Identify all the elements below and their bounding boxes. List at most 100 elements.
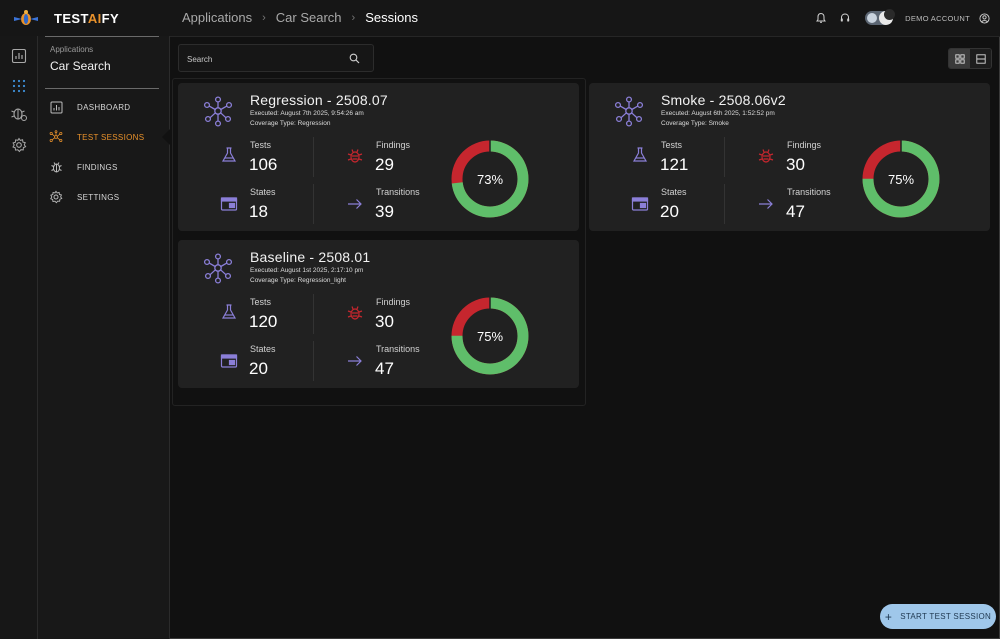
session-card[interactable]: Baseline - 2508.01 Executed: August 1st 2… bbox=[178, 240, 579, 388]
session-coverage: Coverage Type: Regression_light bbox=[250, 277, 346, 284]
session-card[interactable]: Smoke - 2508.06v2 Executed: August 6th 20… bbox=[589, 83, 990, 231]
start-test-session-button[interactable]: + START TEST SESSION bbox=[880, 604, 996, 629]
breadcrumb: Applications › Car Search › Sessions bbox=[182, 10, 418, 25]
sidebar: Applications Car Search DASHBOARD TEST S… bbox=[38, 36, 170, 639]
flask-icon bbox=[220, 146, 238, 164]
user-icon[interactable] bbox=[976, 10, 992, 26]
findings-value[interactable]: 29 bbox=[375, 155, 394, 174]
states-value: 18 bbox=[249, 202, 268, 221]
divider bbox=[313, 137, 314, 177]
plus-icon: + bbox=[884, 609, 893, 624]
findings-value[interactable]: 30 bbox=[786, 155, 805, 174]
transitions-label: Transitions bbox=[376, 187, 420, 197]
chevron-right-icon: › bbox=[351, 11, 356, 24]
divider bbox=[313, 184, 314, 224]
toggle-knob bbox=[867, 13, 878, 23]
sidebar-item-test-sessions[interactable]: TEST SESSIONS bbox=[38, 124, 170, 150]
rail-gear-icon[interactable] bbox=[9, 135, 29, 155]
divider bbox=[724, 184, 725, 224]
search-icon[interactable] bbox=[349, 53, 360, 64]
divider bbox=[45, 36, 159, 37]
coverage-donut bbox=[861, 139, 941, 219]
start-test-session-label: START TEST SESSION bbox=[900, 612, 992, 621]
bug-icon bbox=[346, 304, 364, 322]
header-actions: DEMO ACCOUNT bbox=[813, 8, 1000, 28]
account-label[interactable]: DEMO ACCOUNT bbox=[905, 13, 970, 23]
transitions-label: Transitions bbox=[376, 344, 420, 354]
sidebar-item-label: TEST SESSIONS bbox=[77, 132, 145, 142]
tests-value: 120 bbox=[249, 312, 278, 331]
arrow-right-icon bbox=[346, 195, 364, 213]
flask-icon bbox=[631, 146, 649, 164]
session-hub-icon bbox=[202, 252, 234, 284]
headset-icon[interactable] bbox=[837, 10, 853, 26]
sidebar-item-findings[interactable]: FINDINGS bbox=[38, 154, 169, 180]
active-indicator bbox=[162, 129, 170, 145]
sidebar-app-name[interactable]: Car Search bbox=[50, 59, 111, 73]
session-title[interactable]: Baseline - 2508.01 bbox=[250, 249, 371, 265]
sidebar-item-label: FINDINGS bbox=[77, 162, 118, 172]
rail-apps-grid-icon[interactable] bbox=[9, 76, 29, 96]
search-input[interactable] bbox=[185, 51, 339, 67]
logo-icon bbox=[14, 10, 38, 25]
tests-label: Tests bbox=[250, 297, 272, 307]
tests-value: 106 bbox=[249, 155, 278, 174]
sidebar-item-label: SETTINGS bbox=[77, 192, 120, 202]
findings-label: Findings bbox=[376, 297, 411, 307]
session-coverage: Coverage Type: Regression bbox=[250, 120, 331, 127]
divider bbox=[724, 137, 725, 177]
coverage-donut bbox=[450, 139, 530, 219]
chevron-right-icon: › bbox=[262, 11, 266, 24]
states-label: States bbox=[661, 187, 687, 197]
sidebar-app-label: Applications bbox=[50, 45, 94, 54]
moon-icon bbox=[879, 9, 896, 25]
session-card[interactable]: Regression - 2508.07 Executed: August 7th… bbox=[178, 83, 579, 231]
states-icon bbox=[220, 195, 238, 213]
session-executed: Executed: August 1st 2025, 2:17:10 pm bbox=[250, 267, 364, 274]
states-value: 20 bbox=[660, 202, 679, 221]
coverage-donut bbox=[450, 296, 530, 376]
icon-rail bbox=[0, 36, 38, 639]
breadcrumb-applications[interactable]: Applications bbox=[182, 10, 253, 25]
tests-label: Tests bbox=[250, 140, 272, 150]
states-value: 20 bbox=[249, 359, 268, 378]
transitions-value: 47 bbox=[375, 359, 394, 378]
logo[interactable]: TESTAIFY bbox=[12, 8, 119, 28]
session-hub-icon bbox=[613, 95, 645, 127]
findings-label: Findings bbox=[376, 140, 411, 150]
breadcrumb-sessions: Sessions bbox=[365, 10, 418, 25]
logo-text: TESTAIFY bbox=[54, 10, 120, 26]
session-executed: Executed: August 7th 2025, 9:54:26 am bbox=[250, 110, 364, 117]
bell-icon[interactable] bbox=[813, 10, 829, 26]
grid-view-icon[interactable] bbox=[949, 49, 970, 68]
divider bbox=[313, 341, 314, 381]
tests-value: 121 bbox=[660, 155, 689, 174]
rail-bug-settings-icon[interactable] bbox=[9, 104, 29, 124]
divider bbox=[45, 88, 159, 89]
flask-icon bbox=[220, 303, 238, 321]
session-title[interactable]: Regression - 2508.07 bbox=[250, 92, 388, 108]
sidebar-item-settings[interactable]: SETTINGS bbox=[38, 184, 169, 210]
arrow-right-icon bbox=[346, 352, 364, 370]
coverage-percent: 75% bbox=[887, 172, 915, 187]
states-label: States bbox=[250, 344, 276, 354]
sidebar-item-label: DASHBOARD bbox=[77, 102, 131, 112]
bug-icon bbox=[49, 160, 63, 174]
sidebar-item-dashboard[interactable]: DASHBOARD bbox=[38, 94, 169, 120]
divider bbox=[313, 294, 314, 334]
transitions-label: Transitions bbox=[787, 187, 831, 197]
session-executed: Executed: August 6th 2025, 1:52:52 pm bbox=[661, 110, 775, 117]
rail-dashboard-icon[interactable] bbox=[9, 46, 29, 66]
list-view-icon[interactable] bbox=[970, 49, 991, 68]
session-title[interactable]: Smoke - 2508.06v2 bbox=[661, 92, 786, 108]
bug-icon bbox=[757, 147, 775, 165]
tests-label: Tests bbox=[661, 140, 683, 150]
breadcrumb-car-search[interactable]: Car Search bbox=[275, 10, 342, 25]
findings-value[interactable]: 30 bbox=[375, 312, 394, 331]
search-box bbox=[178, 44, 374, 72]
transitions-value: 39 bbox=[375, 202, 394, 221]
coverage-percent: 75% bbox=[476, 329, 504, 344]
cards-group bbox=[172, 78, 586, 406]
view-toggle bbox=[948, 48, 992, 69]
session-hub-icon bbox=[202, 95, 234, 127]
